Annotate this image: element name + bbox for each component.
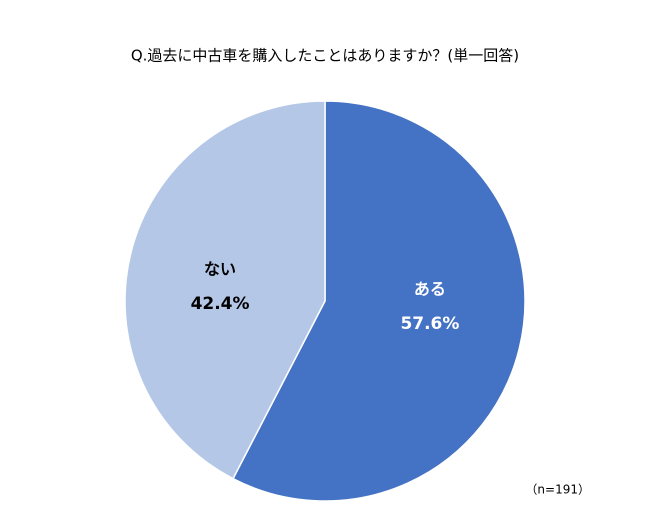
note: （n=191） (525, 483, 590, 497)
value-label: 42.4% (191, 294, 250, 314)
value-label: 57.6% (400, 314, 459, 334)
chart-title: Q.過去に中古車を購入したことはありますか？(単一回答) (131, 47, 519, 65)
slice-label: ない (204, 259, 236, 278)
pie-slice (232, 100, 526, 502)
slice-label: ある (414, 280, 446, 299)
pie-slice (124, 100, 326, 480)
